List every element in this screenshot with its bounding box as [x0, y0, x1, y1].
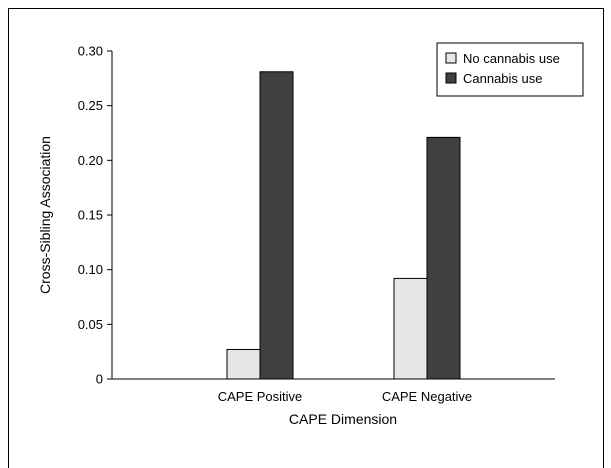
- bar-no-cannabis-positive: [226, 348, 261, 380]
- y-tick-label: 0.15: [78, 208, 103, 223]
- bar-cannabis-positive: [259, 71, 294, 380]
- legend-label: Cannabis use: [463, 71, 543, 86]
- figure-frame: [8, 8, 604, 468]
- y-tick-label: 0.30: [78, 44, 103, 59]
- y-axis-title: Cross-Sibling Association: [37, 136, 53, 294]
- bars: [226, 71, 461, 380]
- legend-box: [436, 42, 584, 97]
- x-tick-label: CAPE Negative: [382, 389, 472, 404]
- y-tick-label: 0.20: [78, 153, 103, 168]
- y-tick-label: 0.05: [78, 317, 103, 332]
- legend-label: No cannabis use: [463, 51, 560, 66]
- y-tick-label: 0.10: [78, 262, 103, 277]
- x-tick-label: CAPE Positive: [218, 389, 303, 404]
- x-axis-title: CAPE Dimension: [289, 411, 397, 427]
- legend-swatch: [445, 52, 457, 64]
- bar-cannabis-negative: [426, 136, 461, 380]
- y-tick-label: 0: [96, 372, 103, 387]
- legend-swatch: [445, 72, 457, 84]
- legend: No cannabis use Cannabis use: [436, 42, 584, 97]
- bar-chart: 00.050.100.150.200.250.30 CAPE Positive C…: [37, 42, 584, 427]
- y-tick-label: 0.25: [78, 98, 103, 113]
- axes: [111, 51, 555, 380]
- x-ticks: CAPE Positive CAPE Negative: [218, 389, 472, 404]
- y-ticks: 0 0.05 0.10 0.15 0.20 0.25 0.30: [78, 44, 112, 387]
- bar-no-cannabis-negative: [393, 277, 428, 380]
